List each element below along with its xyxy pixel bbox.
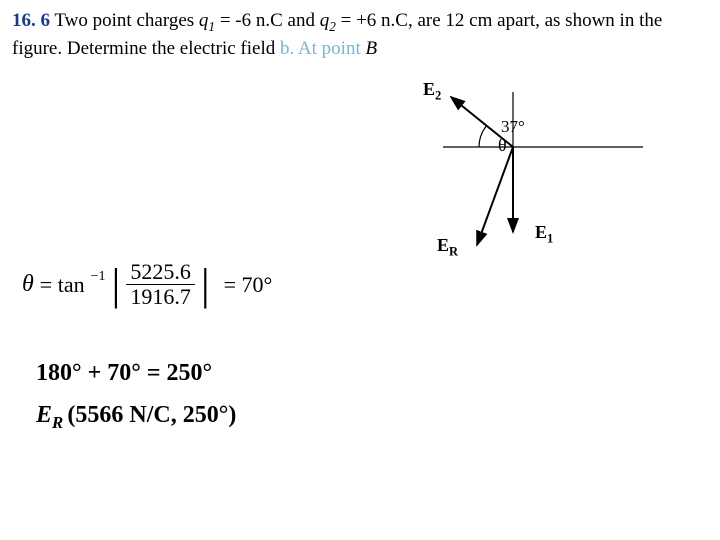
q2-symbol: q <box>320 10 330 31</box>
theta-formula: θ = tan −1 | 5225.6 1916.7 | = 70° <box>22 260 272 309</box>
q1-symbol: q <box>199 10 209 31</box>
er-symbol: E <box>36 402 52 428</box>
theta-symbol: θ <box>22 271 34 298</box>
problem-number: 16. 6 <box>12 10 50 31</box>
numerator: 5225.6 <box>126 260 195 285</box>
e1-label: E1 <box>535 222 553 247</box>
denominator: 1916.7 <box>126 285 195 309</box>
abs-bar-right: | <box>201 265 210 305</box>
er-value: (5566 N/C, 250°) <box>67 402 236 428</box>
q1-val: = -6 n.C and <box>215 10 320 31</box>
text-fragment: Two point charges <box>50 10 199 31</box>
problem-statement: 16. 6 Two point charges q1 = -6 n.C and … <box>12 8 708 61</box>
angle-addition: 180° + 70° = 250° <box>36 360 212 387</box>
fraction: 5225.6 1916.7 <box>126 260 195 309</box>
part-b-label: b. At point <box>280 38 366 59</box>
vector-diagram: E2 37° θ ER E1 <box>395 85 705 255</box>
inverse-sup: −1 <box>91 269 106 285</box>
er-label: ER <box>437 235 458 260</box>
q2-sub: 2 <box>329 19 336 34</box>
theta-label: θ <box>498 135 507 156</box>
point-b: B <box>366 38 378 59</box>
final-result: ER (5566 N/C, 250°) <box>36 402 236 433</box>
angle-label: 37° <box>501 117 525 137</box>
eq-tan: = tan <box>40 272 85 298</box>
abs-bar-left: | <box>112 265 121 305</box>
e2-label: E2 <box>423 79 441 104</box>
formula-result: = 70° <box>224 272 273 298</box>
er-sub: R <box>52 413 67 432</box>
